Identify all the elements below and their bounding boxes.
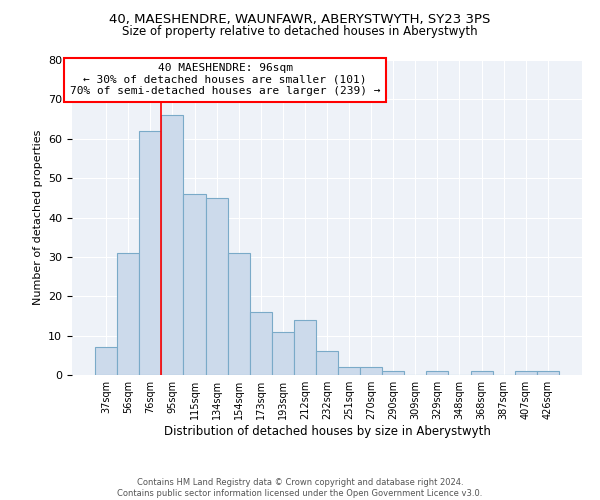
Y-axis label: Number of detached properties: Number of detached properties (32, 130, 43, 305)
Bar (316, 352, 338, 375)
Bar (250, 312, 272, 375)
Text: Size of property relative to detached houses in Aberystwyth: Size of property relative to detached ho… (122, 25, 478, 38)
Bar (95, 348, 117, 375)
Bar (360, 367, 382, 375)
Text: Contains HM Land Registry data © Crown copyright and database right 2024.
Contai: Contains HM Land Registry data © Crown c… (118, 478, 482, 498)
Bar (537, 371, 559, 375)
Bar (139, 131, 161, 375)
Text: 40, MAESHENDRE, WAUNFAWR, ABERYSTWYTH, SY23 3PS: 40, MAESHENDRE, WAUNFAWR, ABERYSTWYTH, S… (109, 12, 491, 26)
Bar (382, 371, 404, 375)
Bar (206, 198, 227, 375)
Bar (515, 371, 537, 375)
Bar (184, 194, 206, 375)
Bar (294, 320, 316, 375)
X-axis label: Distribution of detached houses by size in Aberystwyth: Distribution of detached houses by size … (164, 425, 490, 438)
Text: 40 MAESHENDRE: 96sqm
← 30% of detached houses are smaller (101)
70% of semi-deta: 40 MAESHENDRE: 96sqm ← 30% of detached h… (70, 63, 380, 96)
Bar (161, 115, 184, 375)
Bar (227, 253, 250, 375)
Bar (427, 371, 448, 375)
Bar (470, 371, 493, 375)
Bar (117, 253, 139, 375)
Bar (338, 367, 360, 375)
Bar (272, 332, 294, 375)
